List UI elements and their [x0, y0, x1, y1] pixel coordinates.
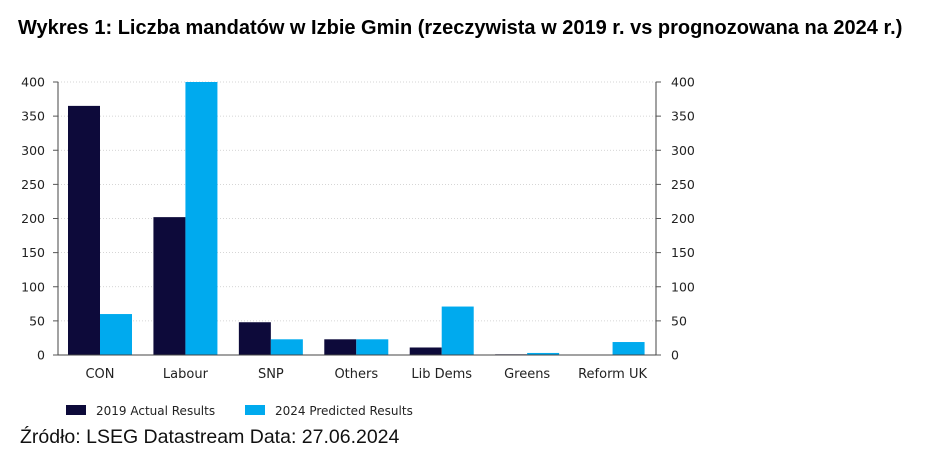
category-label: CON [85, 367, 114, 382]
category-label: Labour [163, 367, 209, 382]
left-tick-label: 150 [21, 245, 45, 260]
category-label: Greens [504, 367, 550, 382]
bar-others-2024 [356, 339, 389, 355]
right-axis-ticks: 0 50 100 150 200 250 300 350 400 [656, 75, 695, 363]
right-tick-label: 0 [671, 348, 679, 363]
bar-others-2019 [324, 339, 357, 355]
bar-lib-dems-2024 [441, 306, 474, 355]
left-tick-label: 250 [21, 177, 45, 192]
right-tick-label: 150 [671, 245, 695, 260]
category-label: Others [334, 367, 378, 382]
right-tick-label: 100 [671, 279, 695, 294]
left-tick-label: 0 [37, 348, 45, 363]
left-tick-label: 100 [21, 279, 45, 294]
left-tick-label: 350 [21, 109, 45, 124]
right-tick-label: 350 [671, 109, 695, 124]
source-note: Źródło: LSEG Datastream Data: 27.06.2024 [20, 426, 400, 448]
category-labels: CON Labour SNP Others Lib Dems Greens Reform U… [85, 367, 647, 382]
legend-label: 2019 Actual Results [96, 404, 215, 418]
left-tick-label: 400 [21, 75, 45, 90]
bar-greens-2024 [527, 352, 560, 355]
legend: 2019 Actual Results 2024 Predicted Result… [66, 404, 413, 418]
legend-swatch [245, 405, 265, 415]
category-label: Lib Dems [411, 367, 472, 382]
right-tick-label: 400 [671, 75, 695, 90]
bar-reform-uk-2024 [612, 342, 645, 355]
left-tick-label: 300 [21, 143, 45, 158]
legend-label: 2024 Predicted Results [275, 404, 413, 418]
bar-snp-2019 [238, 322, 271, 355]
right-tick-label: 200 [671, 211, 695, 226]
category-label: SNP [258, 367, 284, 382]
axes [57, 82, 657, 356]
bar-labour-2024 [185, 82, 218, 355]
bar-lib-dems-2019 [409, 347, 442, 355]
category-label: Reform UK [578, 367, 647, 382]
bar-con-2019 [68, 105, 100, 355]
right-tick-label: 250 [671, 177, 695, 192]
bar-labour-2019 [153, 217, 186, 355]
legend-swatch [66, 405, 86, 415]
chart-title: Wykres 1: Liczba mandatów w Izbie Gmin (… [18, 17, 903, 39]
right-tick-label: 300 [671, 143, 695, 158]
right-tick-label: 50 [671, 313, 687, 328]
left-axis-ticks: 0 50 100 150 200 250 300 350 400 [21, 75, 58, 363]
bar-snp-2024 [270, 339, 303, 355]
left-tick-label: 50 [29, 313, 45, 328]
gridlines [58, 81, 656, 322]
bar-con-2024 [100, 314, 132, 355]
left-tick-label: 200 [21, 211, 45, 226]
bars [68, 82, 645, 355]
